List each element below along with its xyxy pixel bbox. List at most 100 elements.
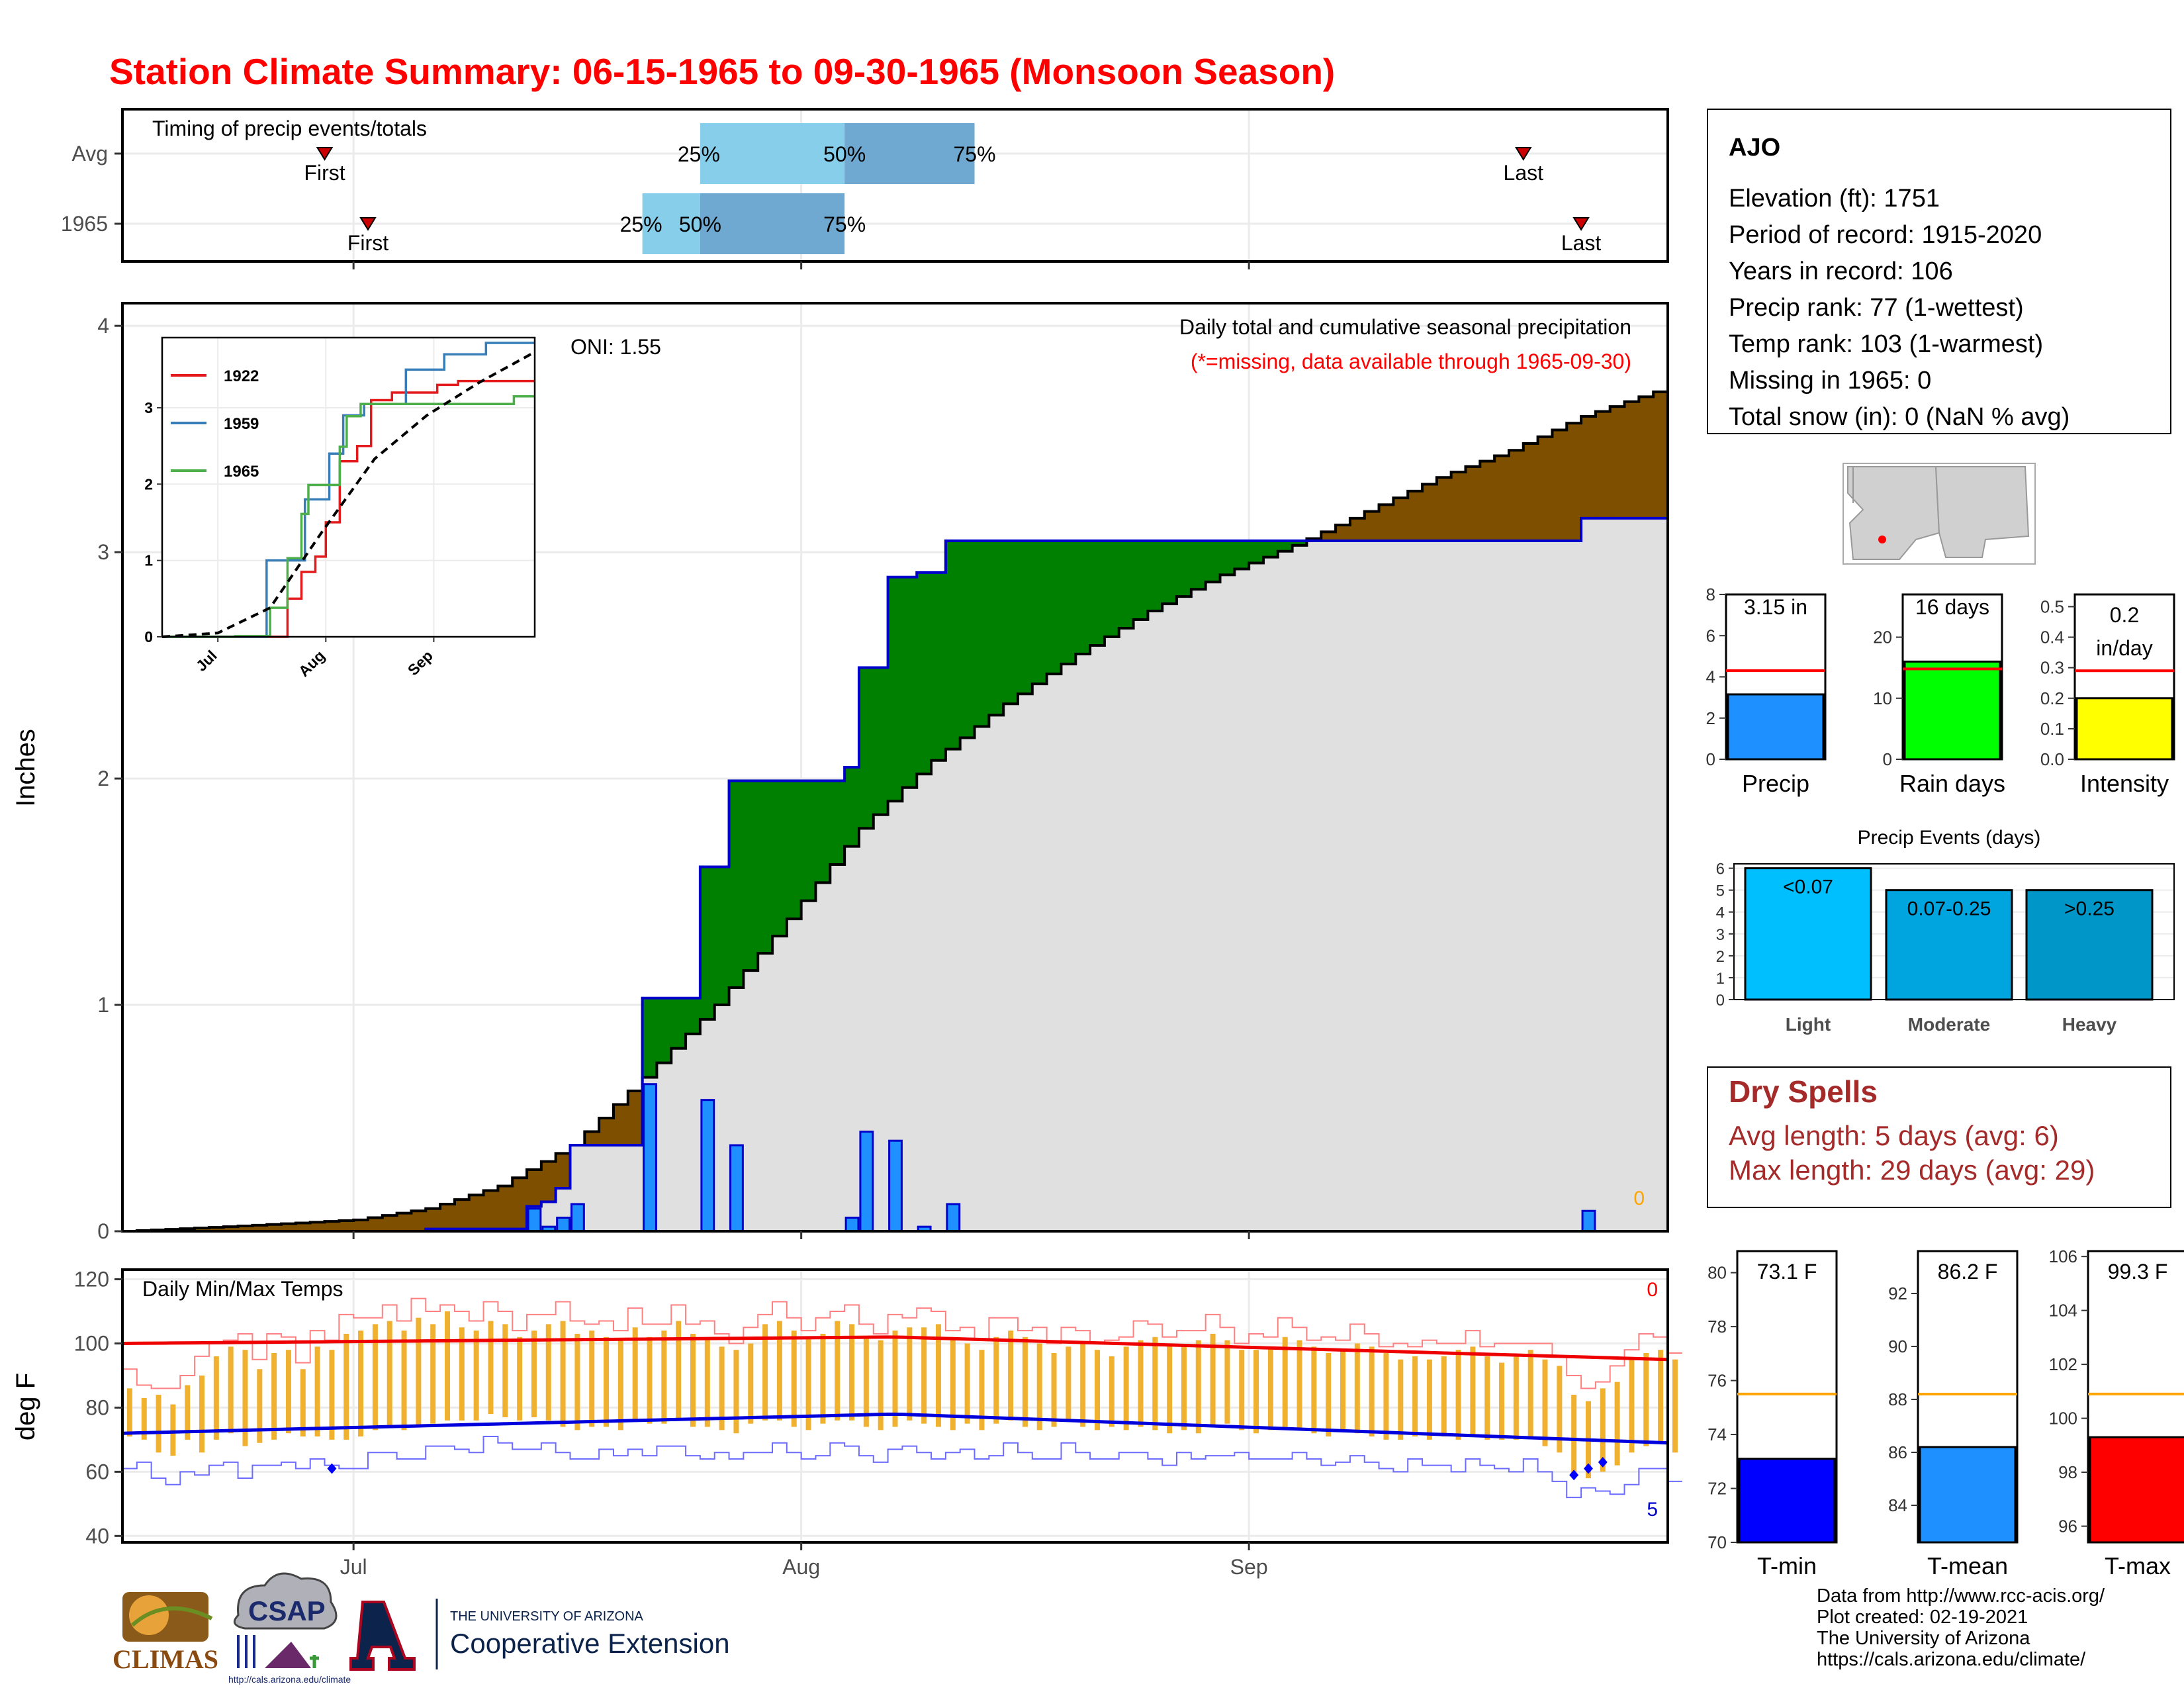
daily-precip-bar [556,1216,570,1233]
daily-temp-range-bar [1095,1350,1101,1430]
timing-row-label: 1965 [61,212,108,236]
daily-temp-range-bar [445,1311,451,1421]
precip-departure-segment [1191,541,1206,590]
precip-departure-segment [1422,484,1437,541]
timing-frame [121,108,1669,263]
daily-temp-range-bar [776,1321,782,1421]
precip-departure-segment [729,780,744,988]
footer-line: https://cals.arizona.edu/climate/ [1817,1649,2086,1670]
temp-bar-tick-label: 70 [1707,1532,1727,1552]
temp-bar-label: T-mean [1927,1552,2008,1579]
precip-departure-segment [1508,450,1524,541]
daily-temp-range-bar [1354,1343,1360,1434]
summary-bar-fill [1903,660,2001,761]
temp-y-tick-label: 40 [85,1524,109,1548]
precip-departure-segment [671,998,686,1049]
precip-departure-segment [974,541,989,727]
temp-bar-tick-label: 102 [2049,1354,2077,1374]
last-label: Last [1504,161,1544,185]
precip-departure-segment [1480,461,1495,541]
summary-bar-tick-label: 0.1 [2040,719,2064,739]
precip-departure-segment [657,998,672,1063]
summary-bar-label: Intensity [2080,770,2169,797]
temp-bar-value: 99.3 F [2108,1260,2168,1284]
first-marker [359,217,377,231]
daily-temp-range-bar [416,1317,422,1427]
precip-departure-segment [960,541,976,738]
events-frame [1733,863,2175,1000]
events-category-label: Heavy [2062,1014,2117,1035]
station-location-marker [1878,536,1886,543]
precip-y-tick-label: 4 [97,314,109,338]
precip-departure-segment [1104,541,1120,637]
temp-panel-label: Daily Min/Max Temps [142,1277,343,1301]
avg-min-temp-line [122,1412,1668,1445]
summary-bar-value: 0.2 [2110,603,2139,627]
x-tick-label: Sep [1230,1555,1268,1579]
precip-departure-segment [599,1118,614,1146]
precip-departure-segment [1653,391,1668,518]
station-detail-line: Precip rank: 77 (1-wettest) [1729,294,2024,322]
precip-departure-segment [1046,541,1062,675]
daily-temp-range-bar [1455,1350,1461,1440]
quartile-label-50: 50% [679,212,721,236]
precip-departure-segment [527,1169,542,1207]
daily-temp-range-bar [1253,1350,1259,1434]
daily-temp-range-bar [1239,1350,1245,1430]
daily-temp-range-bar [791,1331,797,1427]
precip-y-tick-label: 1 [97,993,109,1017]
temp-bar-tick-label: 80 [1707,1263,1727,1283]
temp-bar-tick-label: 84 [1888,1495,1907,1515]
temp-bar-tick-label: 74 [1707,1425,1727,1444]
precip-departure-segment [1118,541,1134,629]
precip-departure-segment [498,1186,513,1229]
daily-temp-range-bar [1036,1343,1042,1430]
precip-departure-segment [1408,491,1423,541]
daily-temp-range-bar [704,1340,710,1427]
summary-bar-tick-label: 20 [1873,628,1892,647]
precip-departure-segment [902,577,917,788]
daily-temp-range-bar [1600,1388,1606,1472]
precip-departure-segment [426,1208,441,1229]
summary-bar-tick-label: 6 [1706,626,1715,645]
daily-temp-range-bar [1123,1346,1129,1430]
precip-y-tick-label: 2 [97,767,109,790]
last-label: Last [1561,231,1602,255]
temp-bar-tick-label: 88 [1888,1389,1907,1409]
summary-bar-tick-label: 4 [1706,667,1715,687]
precip-departure-segment [310,1222,326,1231]
university-logo: THE UNIVERSITY OF ARIZONA Cooperative Ex… [349,1599,730,1671]
daily-temp-range-bar [545,1324,551,1421]
precip-departure-segment [714,867,730,1006]
dry-spells-box [1707,1066,2171,1208]
summary-bar-tick-label: 0 [1883,749,1892,769]
daily-temp-range-bar [1412,1356,1418,1437]
summary-bar-value: 3.15 in [1744,595,1807,619]
precip-departure-segment [324,1221,340,1231]
events-bar [2025,889,2154,1001]
daily-temp-range-bar [1513,1356,1519,1440]
daily-precip-bar [527,1207,542,1233]
events-category-label: Moderate [1908,1014,1990,1035]
daily-temp-range-bar [1326,1353,1332,1437]
avg-max-temp-line [122,1335,1668,1362]
precip-departure-segment [367,1217,383,1231]
precip-frame [121,302,1669,1233]
inset-series-line [161,351,535,638]
precip-departure-segment [1017,541,1033,694]
station-name: AJO [1729,134,1780,162]
precip-panel: Daily total and cumulative seasonal prec… [11,302,1669,1243]
temperature-bars: 73.1 F 70 72 74 76 78 80 T-min 86.2 F 84 86 88 90 92 T… [1707,1246,2184,1579]
daily-temp-range-bar [878,1340,884,1430]
inset-y-tick-label: 1 [144,552,153,569]
first-marker [316,147,334,161]
precip-departure-segment [743,780,758,971]
precip-departure-segment [1292,541,1308,545]
precip-departure-segment [454,1199,470,1229]
daily-temp-range-bar [170,1404,176,1456]
daily-temp-range-bar [979,1350,985,1430]
summary-bar-label: Rain days [1899,770,2005,797]
daily-temp-range-bar [1008,1331,1014,1421]
daily-temp-range-bar [805,1336,811,1430]
